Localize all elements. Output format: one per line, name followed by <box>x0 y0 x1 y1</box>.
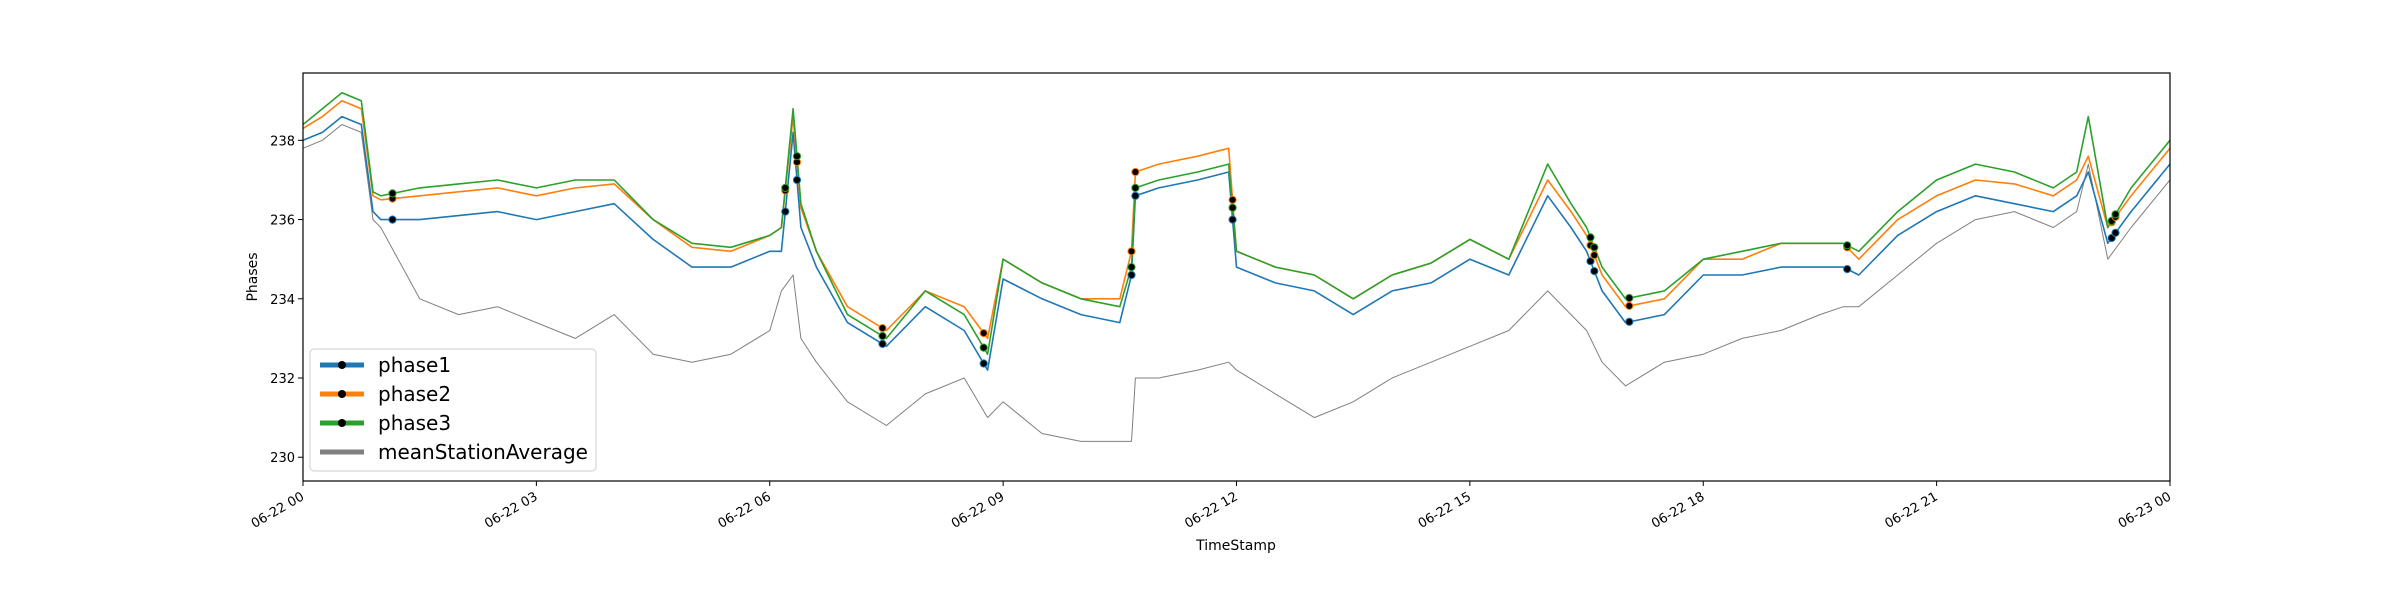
event-marker-phase1-9 <box>1590 267 1599 276</box>
event-marker-phase2-6 <box>1131 167 1140 177</box>
event-marker-phase1-0 <box>388 215 397 224</box>
y-tick-label: 236 <box>270 214 295 229</box>
legend: phase1 phase2 phase3 meanStationAverage <box>309 348 597 472</box>
event-marker-phase3-10 <box>1625 293 1634 303</box>
legend-label-phase2: phase2 <box>378 382 451 406</box>
event-marker-phase3-8 <box>1586 233 1595 242</box>
series-layer <box>303 92 2170 442</box>
event-marker-phase3-2 <box>792 152 802 161</box>
y-tick-label: 230 <box>270 451 295 466</box>
event-marker-phase1-2 <box>792 175 802 185</box>
legend-marker-phase2 <box>338 390 346 398</box>
event-marker-phase3-7 <box>1228 203 1237 212</box>
x-axis-label: TimeStamp <box>1195 538 1276 554</box>
event-marker-phase1-6 <box>1131 191 1140 200</box>
series-line-meanStationAverage <box>303 124 2170 442</box>
legend-box <box>309 348 597 472</box>
y-tick-label: 234 <box>270 293 295 308</box>
legend-items: phase1 phase2 phase3 meanStationAverage <box>320 353 588 464</box>
event-marker-phase1-4 <box>979 359 988 368</box>
event-marker-phase3-3 <box>878 331 887 341</box>
plot-area <box>302 72 2171 482</box>
event-marker-phase2-9 <box>1590 251 1599 260</box>
event-marker-phase3-5 <box>1127 263 1136 272</box>
event-marker-phase1-11 <box>1843 265 1852 274</box>
legend-marker-phase1 <box>338 361 346 369</box>
event-marker-phase3-0 <box>388 189 397 198</box>
legend-label-meanStationAverage: meanStationAverage <box>378 440 588 464</box>
event-marker-phase2-5 <box>1127 247 1136 256</box>
event-marker-phase1-7 <box>1228 215 1237 224</box>
event-marker-phase3-6 <box>1131 183 1140 192</box>
event-marker-phase2-4 <box>979 329 988 338</box>
y-axis: 230 232 234 236 238 <box>270 134 303 466</box>
event-marker-phase1-5 <box>1127 270 1136 280</box>
legend-marker-phase3 <box>338 419 346 427</box>
event-marker-phase1-3 <box>878 339 887 348</box>
event-marker-phase3-13 <box>2111 210 2120 219</box>
event-marker-layer <box>388 152 2120 368</box>
y-axis-label: Phases <box>245 252 261 301</box>
event-marker-phase1-13 <box>2111 228 2120 237</box>
event-marker-phase1-10 <box>1625 317 1634 326</box>
event-marker-phase3-1 <box>781 183 790 192</box>
legend-label-phase3: phase3 <box>378 411 451 435</box>
event-marker-phase2-10 <box>1625 301 1634 310</box>
event-marker-phase3-9 <box>1590 243 1599 252</box>
event-marker-phase2-3 <box>878 324 887 333</box>
event-marker-phase1-1 <box>781 207 790 216</box>
y-tick-label: 232 <box>270 372 295 387</box>
series-line-phase2 <box>303 99 2170 340</box>
event-marker-phase3-4 <box>979 343 988 352</box>
legend-label-phase1: phase1 <box>378 353 451 377</box>
y-tick-label: 238 <box>270 134 295 149</box>
series-line-phase1 <box>303 115 2170 371</box>
event-marker-phase2-7 <box>1228 195 1237 204</box>
event-marker-phase1-8 <box>1586 257 1595 266</box>
event-marker-phase3-11 <box>1843 241 1852 250</box>
